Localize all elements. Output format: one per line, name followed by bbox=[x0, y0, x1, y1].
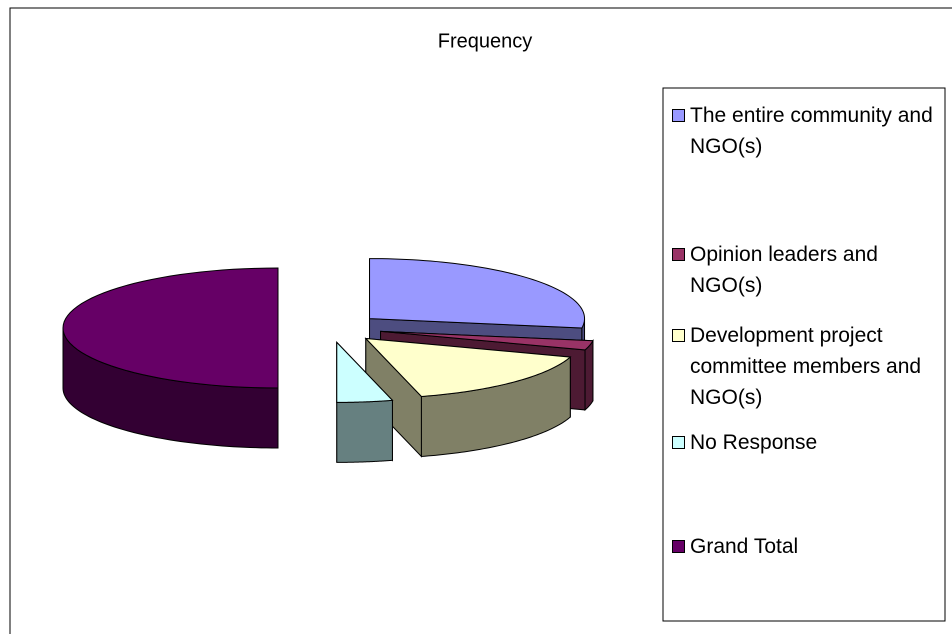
slice-top bbox=[336, 341, 394, 403]
legend-swatch bbox=[672, 109, 685, 122]
chart-title: Frequency bbox=[438, 30, 533, 52]
legend-swatch bbox=[672, 540, 685, 553]
legend-entry: Development project committee members an… bbox=[672, 320, 944, 413]
legend-entry: Grand Total bbox=[672, 531, 944, 562]
pie-slice bbox=[336, 341, 394, 463]
pie-slice bbox=[364, 337, 572, 458]
legend-entry: No Response bbox=[672, 427, 944, 458]
legend-label: The entire community and NGO(s) bbox=[690, 104, 933, 158]
legend-swatch bbox=[672, 329, 685, 342]
legend-swatch bbox=[672, 248, 685, 261]
legend-label: Grand Total bbox=[690, 535, 799, 558]
slice-wall bbox=[336, 399, 393, 463]
legend-label: Opinion leaders and NGO(s) bbox=[690, 243, 878, 297]
slice-top bbox=[364, 337, 572, 397]
pie-slice bbox=[62, 267, 279, 449]
legend-label: No Response bbox=[690, 431, 818, 454]
legend-entry: The entire community and NGO(s) bbox=[672, 100, 944, 162]
slice-top bbox=[62, 267, 279, 389]
legend-entry: Opinion leaders and NGO(s) bbox=[672, 239, 944, 301]
slice-wall bbox=[584, 338, 594, 412]
legend-label: Development project committee members an… bbox=[690, 324, 922, 409]
slice-top bbox=[380, 330, 594, 351]
slice-top bbox=[369, 258, 586, 329]
legend-swatch bbox=[672, 436, 685, 449]
legend-box bbox=[662, 87, 946, 622]
